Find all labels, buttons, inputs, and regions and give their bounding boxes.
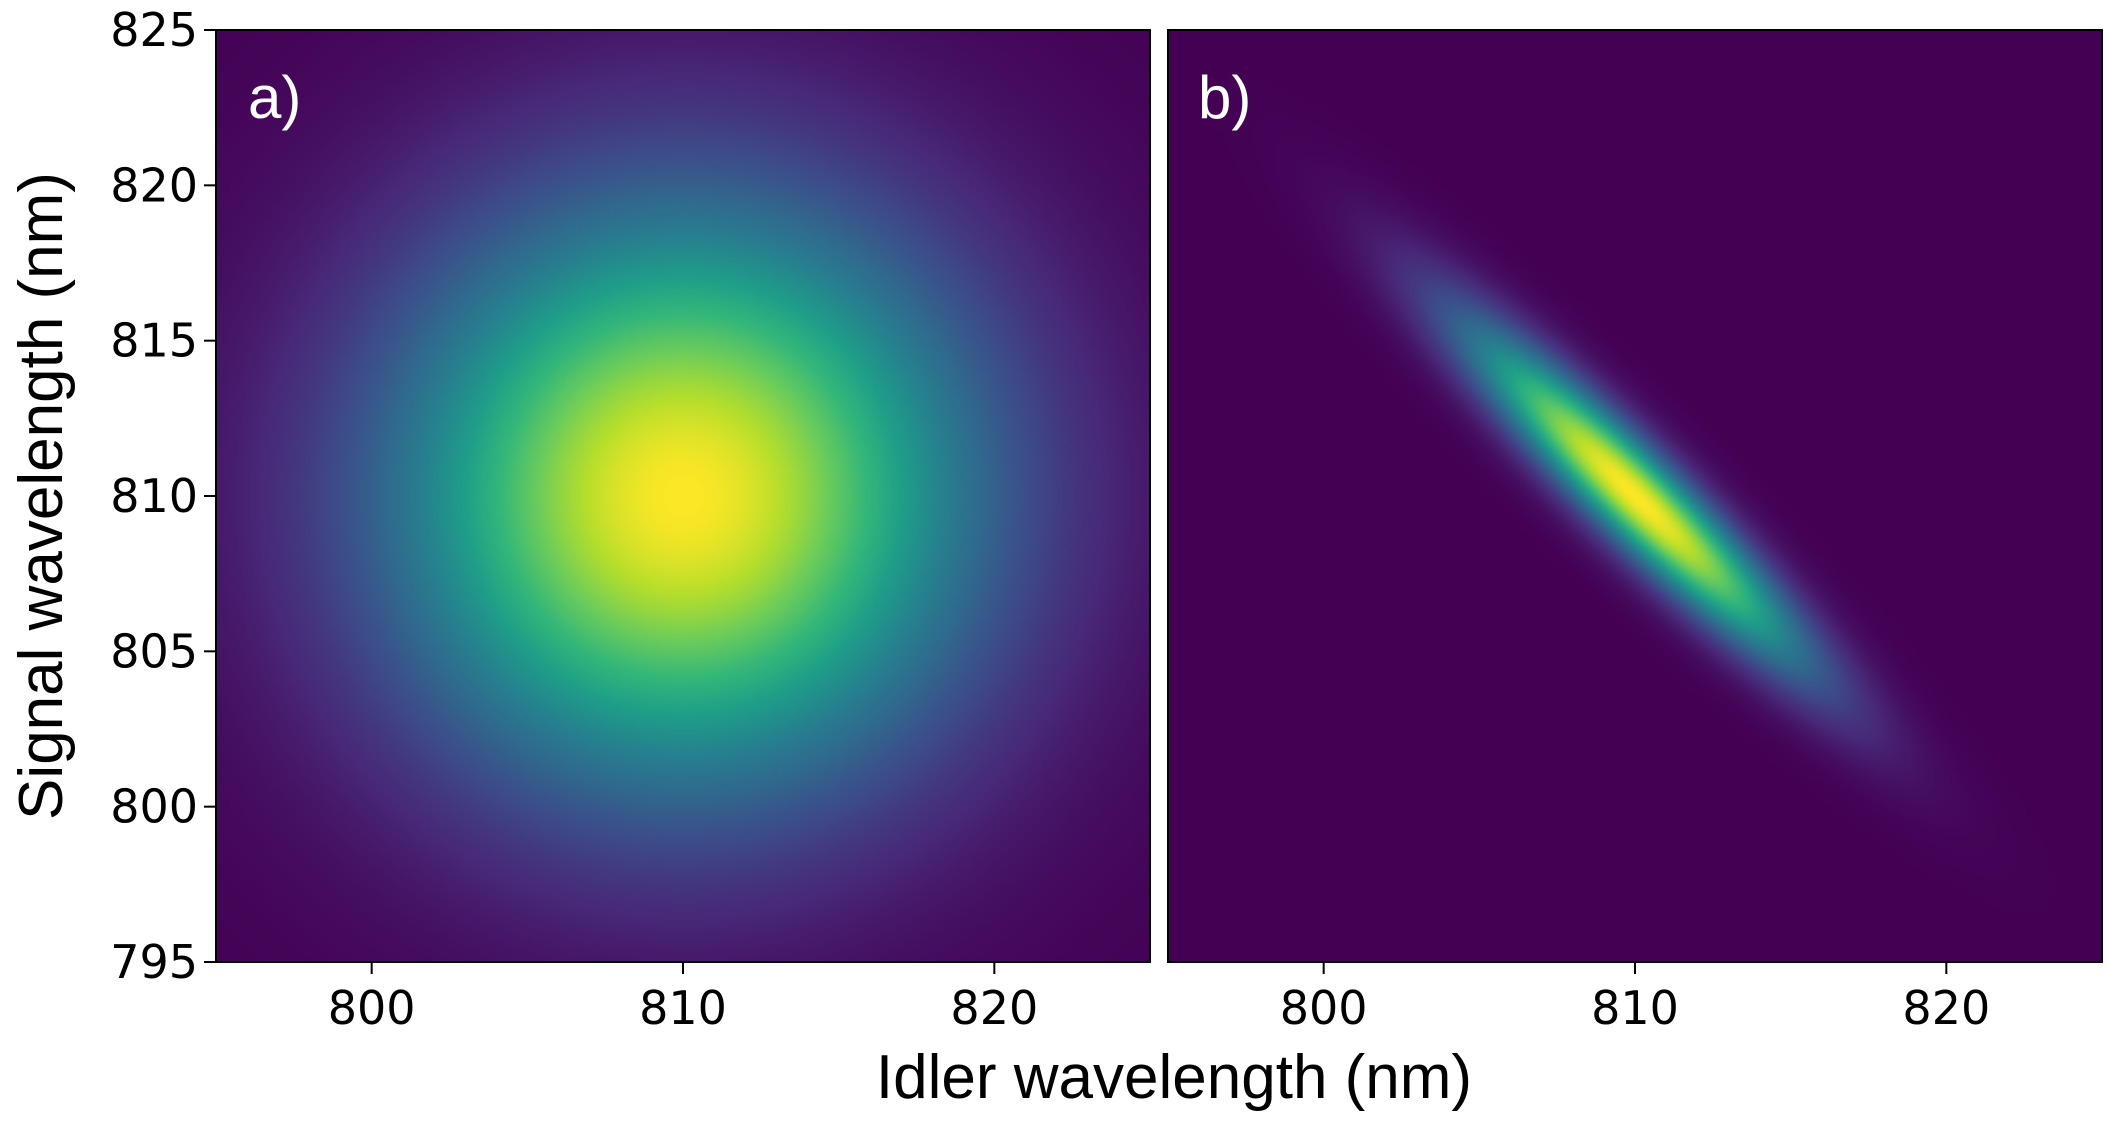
x-tick-label-a-810: 810 xyxy=(639,981,727,1035)
y-tick-label-825: 825 xyxy=(110,3,198,57)
heatmap-a-image xyxy=(216,30,1150,962)
y-axis-label: Signal wavelength (nm) xyxy=(7,172,76,820)
panel-b-label: b) xyxy=(1198,64,1251,131)
x-tick-label-a-800: 800 xyxy=(328,981,416,1035)
x-tick-label-b-820: 820 xyxy=(1902,981,1990,1035)
x-tick-label-b-810: 810 xyxy=(1591,981,1679,1035)
y-tick-group: 795 800 805 810 815 820 825 xyxy=(110,3,216,989)
panel-b: b) 800 810 820 xyxy=(1167,29,2103,1035)
x-tick-group-a: 800 810 820 xyxy=(328,962,1038,1035)
y-tick-label-805: 805 xyxy=(110,624,198,678)
x-tick-label-b-800: 800 xyxy=(1280,981,1368,1035)
y-tick-label-810: 810 xyxy=(110,469,198,523)
y-tick-label-815: 815 xyxy=(110,314,198,368)
x-tick-group-b: 800 810 820 xyxy=(1280,962,1990,1035)
y-tick-label-820: 820 xyxy=(110,158,198,212)
panel-a-label: a) xyxy=(248,64,301,131)
panel-a: a) 795 800 805 810 815 820 825 800 810 820 xyxy=(110,3,1151,1035)
x-axis-label: Idler wavelength (nm) xyxy=(876,1043,1472,1112)
y-tick-label-800: 800 xyxy=(110,780,198,834)
y-tick-label-795: 795 xyxy=(110,935,198,989)
x-tick-label-a-820: 820 xyxy=(950,981,1038,1035)
heatmap-b-image xyxy=(1168,30,2102,962)
